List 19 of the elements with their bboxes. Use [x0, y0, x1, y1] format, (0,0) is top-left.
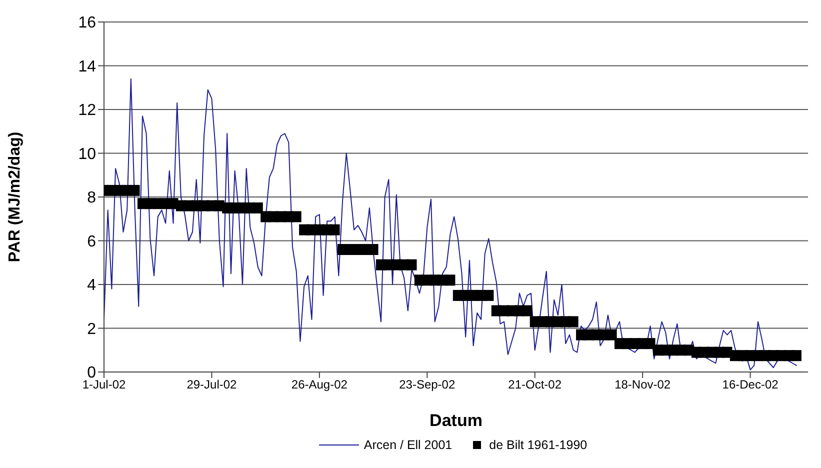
line-series: [104, 78, 797, 370]
x-tick-label: 21-Oct-02: [508, 378, 562, 392]
y-tick-label: 8: [87, 190, 96, 207]
y-tick-label: 6: [87, 233, 96, 250]
legend-label: Arcen / Ell 2001: [364, 438, 452, 452]
y-tick-label: 12: [78, 102, 96, 120]
legend-label: de Bilt 1961-1990: [489, 438, 588, 452]
x-tick-label: 29-Jul-02: [186, 378, 238, 392]
x-tick-label: 23-Sep-02: [399, 378, 456, 392]
y-tick-label: 4: [87, 277, 96, 294]
x-axis-title: Datum: [430, 411, 482, 430]
y-tick-label: 14: [78, 58, 96, 76]
x-tick-label: 16-Dec-02: [722, 378, 779, 392]
y-tick-label: 16: [78, 14, 96, 32]
x-tick-label: 26-Aug-02: [291, 378, 348, 392]
x-tick-label: 18-Nov-02: [614, 378, 671, 392]
y-tick-label: 10: [78, 146, 96, 163]
y-axis-title: PAR (MJ/m2/dag): [6, 132, 24, 262]
y-tick-label: 2: [87, 320, 96, 338]
